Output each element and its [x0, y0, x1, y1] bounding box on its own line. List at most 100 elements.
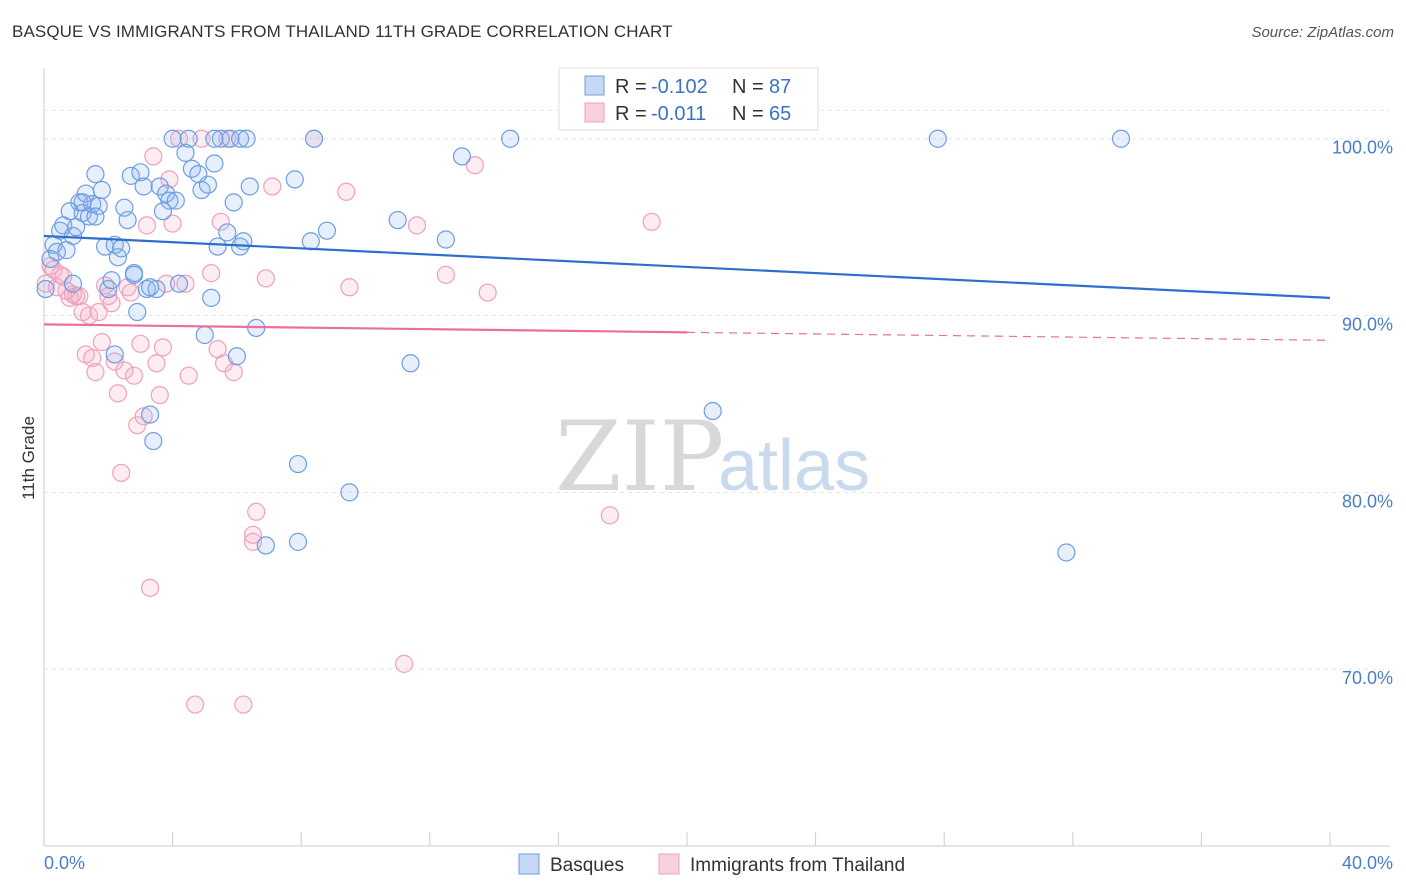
- basques-point: [256, 536, 275, 555]
- basques-point: [131, 163, 150, 182]
- thailand-point: [124, 366, 144, 385]
- x-tick-label-min: 0.0%: [44, 853, 85, 873]
- basques-point: [227, 347, 246, 366]
- basques-point: [153, 202, 173, 221]
- basques-point: [240, 177, 259, 196]
- basques-point: [134, 177, 153, 196]
- thailand-point: [102, 294, 121, 313]
- thailand-point: [176, 274, 195, 293]
- basques-point: [231, 129, 250, 148]
- x-tick-label-max: 40.0%: [1342, 853, 1393, 873]
- basques-point: [63, 274, 83, 293]
- basques-point: [288, 532, 308, 551]
- thailand-point: [340, 278, 359, 297]
- basques-point: [304, 129, 324, 148]
- legend-swatch-basques: [584, 75, 605, 96]
- basques-point: [288, 454, 308, 474]
- basques-point: [163, 129, 182, 148]
- basques-point: [36, 279, 55, 299]
- basques-point: [92, 180, 111, 200]
- thailand-point: [140, 578, 160, 597]
- thailand-point: [179, 366, 198, 385]
- legend-swatch-thailand: [584, 102, 605, 123]
- thailand-point: [83, 348, 102, 368]
- basques-point: [86, 207, 105, 226]
- thailand-point: [63, 285, 83, 304]
- thailand-point: [121, 283, 140, 302]
- thailand-point: [89, 302, 108, 322]
- legend-n-value-thailand: 65: [769, 103, 791, 125]
- basques-point: [221, 129, 240, 148]
- thailand-point: [86, 363, 105, 382]
- basques-point: [301, 232, 320, 251]
- basques-point: [112, 239, 131, 258]
- legend-r-value-thailand: -0.011: [651, 103, 706, 125]
- basques-point: [211, 129, 230, 148]
- legend-n-label-thailand: N =: [732, 103, 764, 125]
- basques-point: [317, 221, 337, 240]
- trendlines: [43, 234, 1331, 341]
- basques-point: [160, 191, 179, 210]
- thailand-point: [263, 177, 282, 196]
- thailand-point: [92, 332, 111, 352]
- y-tick-label: 80.0%: [1342, 491, 1393, 511]
- basques-point: [140, 405, 160, 424]
- thailand-point: [153, 338, 173, 357]
- basques-point: [388, 210, 407, 230]
- basques-point: [285, 170, 304, 189]
- basques-point: [436, 230, 455, 249]
- thailand-point: [337, 182, 356, 201]
- thailand-trendline: [43, 323, 688, 334]
- thailand-point: [36, 274, 55, 293]
- basques-trendline: [43, 234, 1331, 299]
- thailand-point: [192, 129, 211, 148]
- legend-n-label-basques: N =: [732, 76, 764, 98]
- thailand-point: [642, 212, 661, 231]
- bottom-legend-label-thailand: Immigrants from Thailand: [690, 855, 905, 876]
- thailand-point: [108, 384, 128, 403]
- basques-point: [218, 223, 237, 242]
- thailand-point: [150, 386, 169, 405]
- basques-point: [1057, 543, 1076, 562]
- y-axis-label: 11th Grade: [19, 416, 38, 500]
- basques-point: [205, 129, 224, 148]
- basques-point: [179, 129, 198, 148]
- thailand-point: [137, 216, 156, 235]
- watermark: ZIP atlas: [555, 401, 870, 513]
- x-tick-labels: 0.0% 40.0%: [44, 853, 1393, 873]
- thailand-point: [112, 463, 131, 483]
- thailand-point: [144, 147, 163, 166]
- basques-point: [208, 237, 227, 256]
- watermark-atlas: atlas: [718, 426, 870, 506]
- thailand-point: [160, 170, 179, 189]
- basques-point: [128, 302, 147, 322]
- basques-point: [150, 177, 169, 196]
- y-tick-label: 90.0%: [1342, 315, 1393, 335]
- thailand-point: [163, 214, 182, 233]
- basques-point: [124, 264, 144, 283]
- axes: [43, 68, 1390, 847]
- series-thailand-points: [36, 129, 661, 714]
- legend-r-label-basques: R =: [615, 76, 647, 98]
- thailand-point: [478, 283, 497, 302]
- basques-point: [195, 325, 214, 345]
- basques-point: [452, 147, 472, 166]
- basques-point: [144, 431, 163, 451]
- thailand-point: [234, 695, 253, 714]
- legend-box: R = -0.102 N = 87 R = -0.011 N = 65: [558, 67, 819, 131]
- thailand-point: [186, 695, 205, 714]
- basques-point: [73, 193, 92, 212]
- thailand-point: [407, 216, 427, 235]
- bottom-legend: Basques Immigrants from Thailand: [518, 853, 905, 876]
- thailand-point: [243, 525, 263, 544]
- thailand-trendline-extension: [686, 331, 1331, 341]
- y-tick-label: 70.0%: [1342, 668, 1393, 688]
- thailand-point: [394, 654, 414, 673]
- basques-point: [703, 401, 722, 421]
- thailand-point: [147, 354, 166, 373]
- chart-title: BASQUE VS IMMIGRANTS FROM THAILAND 11TH …: [12, 22, 673, 41]
- thailand-point: [211, 212, 230, 231]
- legend-r-value-basques: -0.102: [651, 76, 708, 98]
- basques-point: [118, 210, 137, 230]
